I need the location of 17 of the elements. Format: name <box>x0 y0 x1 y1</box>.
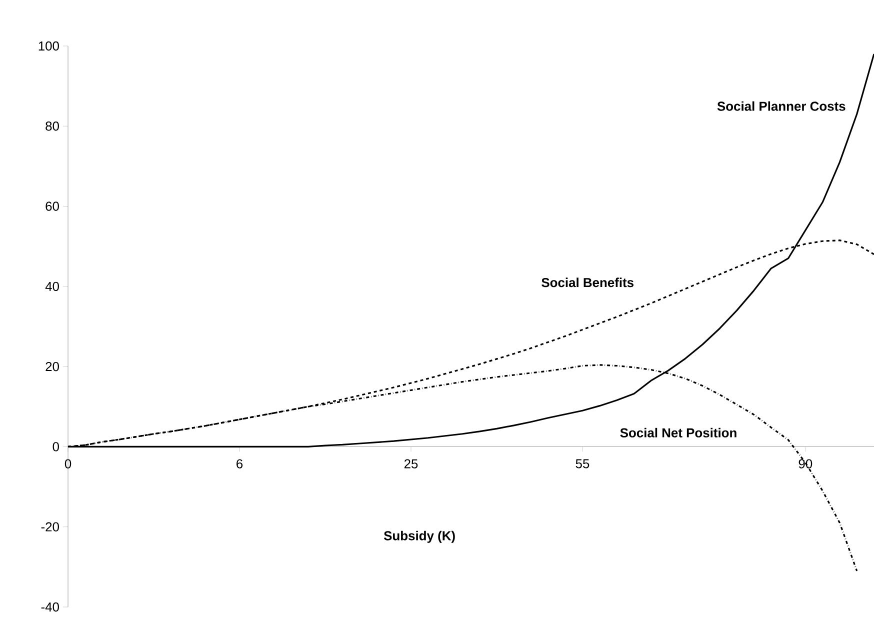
series-label: Social Planner Costs <box>717 101 846 111</box>
x-tick-label: 25 <box>404 459 418 468</box>
x-tick-label: 0 <box>64 459 72 468</box>
x-axis-title: Subsidy (K) <box>384 530 455 543</box>
y-tick-label: 100 <box>38 41 59 51</box>
y-tick-label: -40 <box>41 602 59 612</box>
y-tick-label: 40 <box>45 282 59 291</box>
x-tick-label: 90 <box>798 459 812 468</box>
y-tick-label: 20 <box>46 362 59 372</box>
y-tick-label: 80 <box>46 122 59 131</box>
x-tick-label: 6 <box>236 459 243 468</box>
y-tick-label: 60 <box>46 202 59 211</box>
x-tick-label: 55 <box>576 459 590 468</box>
series-label: Social Benefits <box>542 278 634 288</box>
y-tick-label: 0 <box>52 442 59 452</box>
series-label: Social Net Position <box>620 428 736 438</box>
y-tick-label: -20 <box>41 522 59 532</box>
